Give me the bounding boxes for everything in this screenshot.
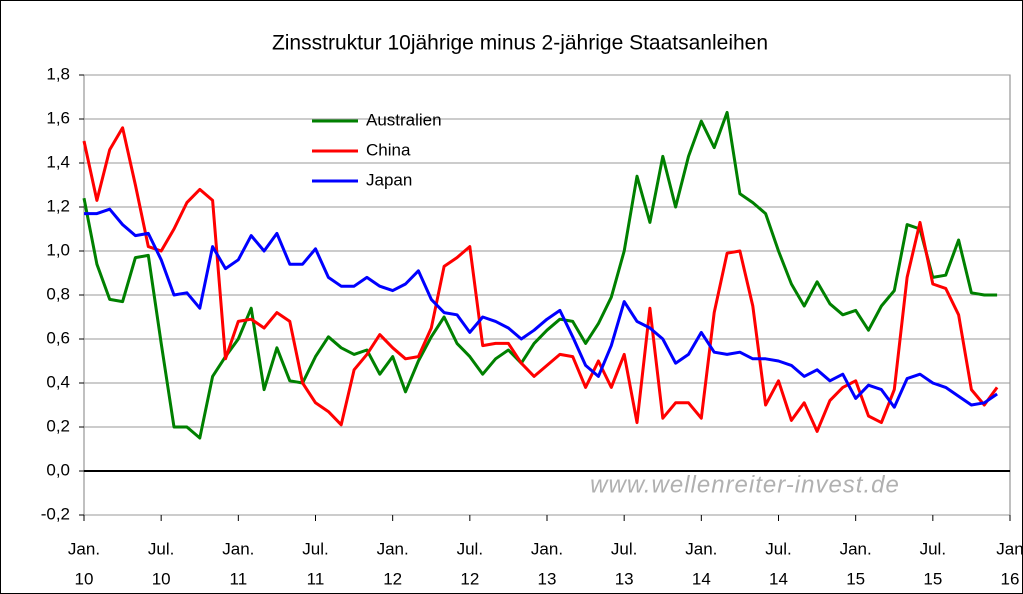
y-tick-label: 0,6 [46, 328, 70, 347]
x-tick-year: 14 [769, 569, 788, 588]
x-tick-year: 13 [615, 569, 634, 588]
x-tick-year: 15 [923, 569, 942, 588]
y-tick-label: 1,0 [46, 240, 70, 259]
x-tick-label: Jan. [222, 539, 254, 558]
x-tick-label: Jul. [457, 539, 483, 558]
y-tick-label: 0,2 [46, 416, 70, 435]
legend-label: China [366, 140, 411, 159]
x-tick-label: Jul. [920, 539, 946, 558]
legend-label: Australien [366, 110, 442, 129]
series-line [82, 110, 998, 440]
x-tick-year: 13 [538, 569, 557, 588]
x-tick-year: 10 [152, 569, 171, 588]
x-tick-label: Jan. [840, 539, 872, 558]
x-tick-label: Jan. [377, 539, 409, 558]
x-tick-label: Jul. [611, 539, 637, 558]
x-tick-label: Jul. [148, 539, 174, 558]
x-tick-label: Jul. [302, 539, 328, 558]
x-tick-year: 14 [692, 569, 711, 588]
x-tick-label: Jul. [765, 539, 791, 558]
y-tick-label: 0,8 [46, 284, 70, 303]
legend-label: Japan [366, 170, 412, 189]
x-tick-label: Jan. [685, 539, 717, 558]
x-tick-year: 10 [75, 569, 94, 588]
series-line [82, 126, 999, 433]
series-line [84, 207, 998, 409]
x-tick-label: Jan [996, 539, 1023, 558]
x-tick-year: 16 [1001, 569, 1020, 588]
x-tick-label: Jan. [68, 539, 100, 558]
y-tick-label: 0,0 [46, 460, 70, 479]
chart-title: Zinsstruktur 10jährige minus 2-jährige S… [272, 32, 768, 55]
x-tick-year: 12 [460, 569, 479, 588]
watermark: www.wellenreiter-invest.de [590, 471, 900, 498]
y-tick-label: -0,2 [41, 504, 70, 523]
x-tick-year: 15 [846, 569, 865, 588]
x-tick-year: 11 [230, 569, 248, 588]
y-tick-label: 1,4 [46, 152, 70, 171]
x-tick-label: Jan. [531, 539, 563, 558]
x-tick-year: 11 [307, 569, 325, 588]
y-tick-label: 1,8 [46, 64, 70, 83]
y-tick-label: 1,2 [46, 196, 70, 215]
x-tick-year: 12 [383, 569, 402, 588]
y-tick-label: 0,4 [46, 372, 70, 391]
y-tick-label: 1,6 [46, 108, 70, 127]
